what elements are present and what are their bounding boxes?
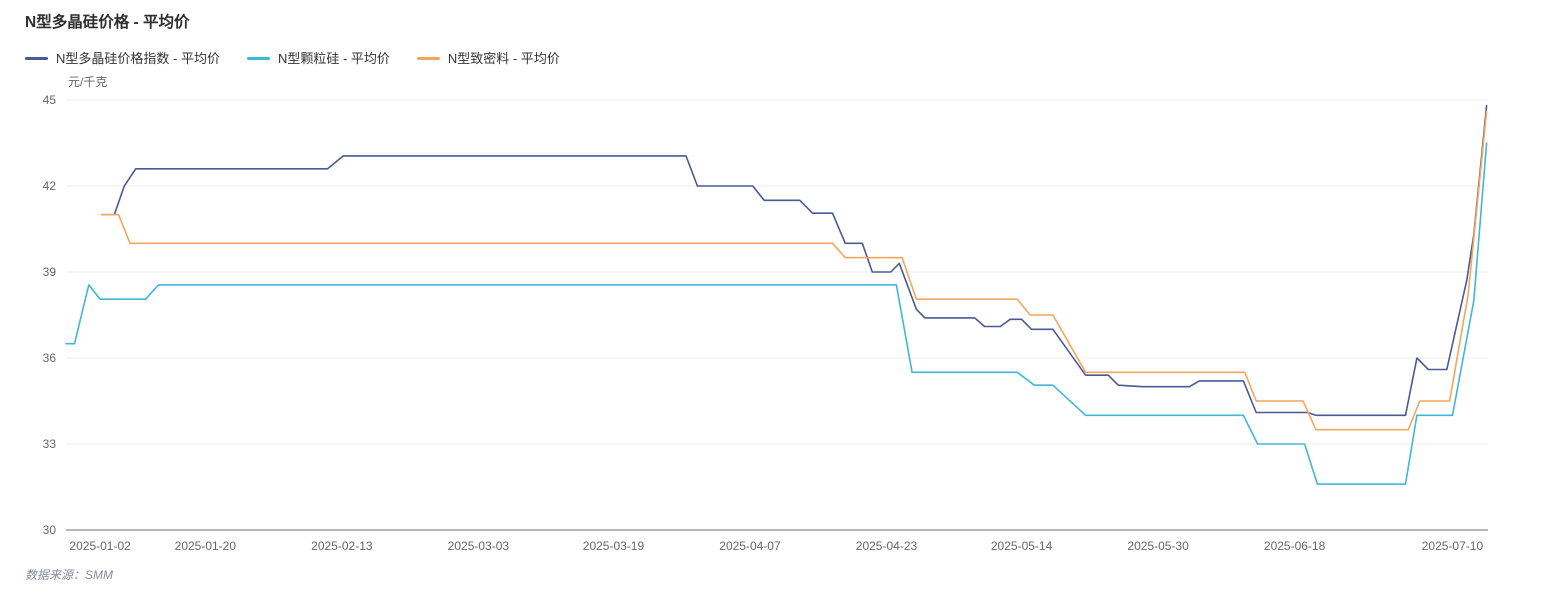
legend-item-2[interactable]: N型致密料 - 平均价 bbox=[416, 50, 560, 67]
series-lines bbox=[65, 104, 1488, 485]
legend-label: N型多晶硅价格指数 - 平均价 bbox=[56, 50, 220, 66]
y-axis-unit-label: 元/千克 bbox=[68, 75, 108, 89]
gridlines bbox=[66, 99, 1488, 531]
series-line-0 bbox=[100, 104, 1488, 417]
legend-item-0[interactable]: N型多晶硅价格指数 - 平均价 bbox=[25, 51, 220, 67]
series-line-1 bbox=[65, 142, 1488, 485]
series-line-2 bbox=[100, 110, 1488, 431]
data-source: 数据来源：SMM bbox=[25, 568, 113, 582]
legend-line-icon bbox=[25, 57, 48, 60]
chart-title: N型多晶硅价格 - 平均价 bbox=[25, 14, 190, 31]
legend-item-1[interactable]: N型颗粒硅 - 平均价 bbox=[246, 50, 390, 67]
legend-label: N型致密料 - 平均价 bbox=[447, 50, 560, 66]
legend-line-icon bbox=[246, 57, 270, 60]
legend-line-icon bbox=[416, 57, 440, 60]
legend: N型多晶硅价格指数 - 平均价 N型颗粒硅 - 平均价 N型致密料 - 平均价 bbox=[25, 50, 560, 67]
legend-label: N型颗粒硅 - 平均价 bbox=[277, 50, 390, 66]
